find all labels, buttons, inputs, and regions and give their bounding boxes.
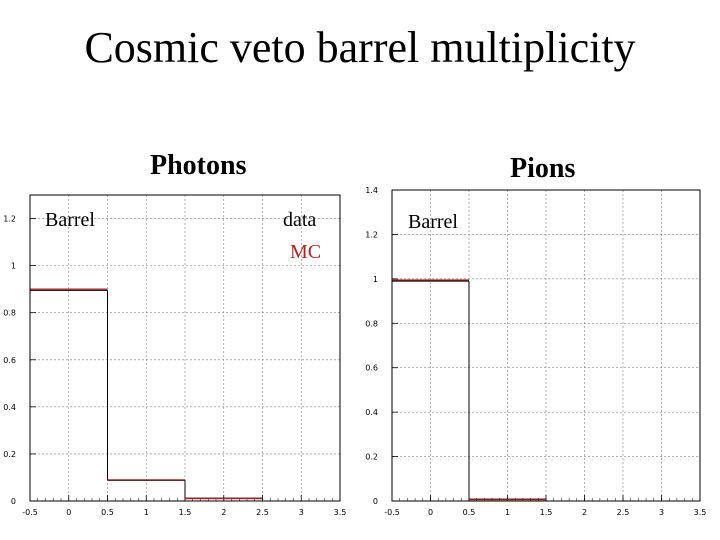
pions-xtick-label: 2.5 [617, 508, 630, 517]
pions-xtick-label: 3 [659, 508, 664, 517]
photons-xtick-label: 2 [221, 508, 226, 517]
photons-xtick-label: 3.5 [334, 508, 347, 517]
photons-subtitle: Barrel [45, 209, 95, 231]
pions-chart: -0.5 0 0.5 1 1.5 2 2.5 3 3.5 0 0.2 0.4 0.6 0.8 1 1.2 1.4… [365, 186, 706, 517]
photons-ytick-label: 1.2 [3, 215, 16, 224]
photons-ytick-label: 0.2 [3, 450, 16, 459]
photons-ytick-label: 0.6 [3, 356, 16, 365]
pions-ytick-label: 1.2 [365, 230, 378, 239]
photons-xtick-label: 3 [299, 508, 304, 517]
photons-chart: -0.5 0 0.5 1 1.5 2 2.5 3 3.5 0 0.2 0.4 0.6 0.8 1 1.2 Ba… [3, 194, 347, 517]
pions-xtick-label: 0.5 [463, 508, 476, 517]
pions-ytick-label: 1.4 [365, 186, 378, 195]
photons-ytick-label: 0.8 [3, 309, 16, 318]
pions-ytick-label: 0.2 [365, 453, 378, 462]
pions-ytick-label: 1 [373, 275, 378, 284]
photons-xtick-label: -0.5 [22, 508, 38, 517]
pions-xtick-label: 1 [505, 508, 510, 517]
pions-ytick-label: 0.8 [365, 319, 378, 328]
photons-xtick-label: 2.5 [256, 508, 269, 517]
photons-ytick-label: 0.4 [3, 403, 16, 412]
pions-ytick-label: 0.6 [365, 364, 378, 373]
photons-xtick-label: 1 [144, 508, 149, 517]
photons-ytick-label: 1 [11, 262, 16, 271]
slide-title: Cosmic veto barrel multiplicity [84, 23, 636, 72]
photons-xtick-label: 1.5 [179, 508, 192, 517]
photons-xtick-label: 0 [66, 508, 71, 517]
photons-legend-data: data [283, 209, 316, 231]
photons-legend-mc: MC [290, 241, 321, 263]
photons-xtick-label: 0.5 [101, 508, 114, 517]
pions-frame [391, 189, 701, 502]
pions-title: Pions [510, 153, 576, 184]
pions-xtick-label: 2 [582, 508, 587, 517]
pions-xtick-label: 1.5 [540, 508, 553, 517]
pions-ytick-label: 0.4 [365, 408, 378, 417]
photons-title: Photons [150, 150, 247, 181]
photons-frame [29, 194, 341, 502]
pions-ytick-label: 0 [373, 497, 378, 506]
pions-subtitle: Barrel [408, 211, 458, 233]
pions-xtick-label: -0.5 [384, 508, 400, 517]
pions-xtick-label: 3.5 [694, 508, 707, 517]
pions-xtick-label: 0 [428, 508, 433, 517]
photons-ytick-label: 0 [11, 497, 16, 506]
